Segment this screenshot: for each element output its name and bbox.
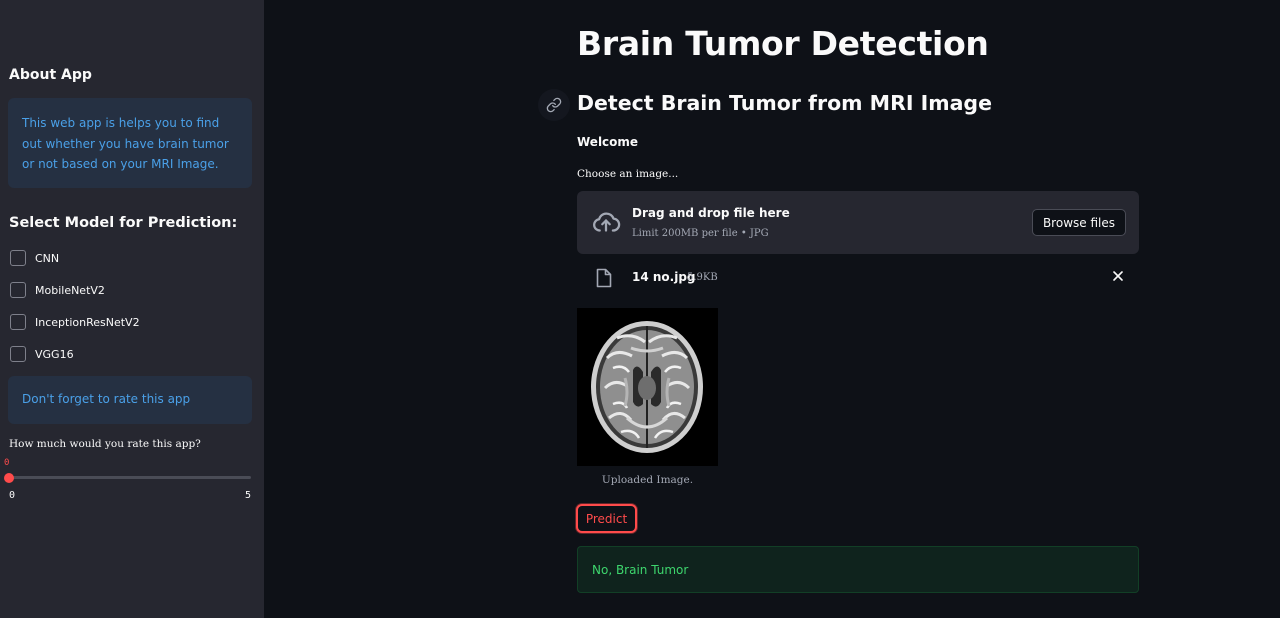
browse-files-button[interactable]: Browse files	[1031, 209, 1126, 236]
checkbox-mobilenetv2[interactable]: MobileNetV2	[10, 282, 105, 298]
uploaded-file-row: 14 no.jpg 5.9KB	[577, 264, 1139, 292]
dropzone-limit: Limit 200MB per file • JPG	[632, 228, 769, 239]
checkbox-inceptionresnetv2[interactable]: InceptionResNetV2	[10, 314, 140, 330]
rating-slider-value: 0	[4, 458, 10, 468]
rating-slider-min: 0	[9, 490, 16, 501]
page-subtitle: Detect Brain Tumor from MRI Image	[577, 91, 993, 115]
file-dropzone[interactable]: Drag and drop file here Limit 200MB per …	[577, 191, 1139, 254]
uploaded-file-name: 14 no.jpg	[632, 270, 696, 284]
checkbox-box[interactable]	[10, 250, 26, 266]
close-icon[interactable]	[1111, 269, 1125, 283]
checkbox-label: VGG16	[35, 347, 74, 361]
rating-slider-track[interactable]	[9, 476, 251, 479]
brain-mri-illustration	[577, 308, 718, 466]
welcome-text: Welcome	[577, 135, 639, 149]
file-icon	[596, 268, 612, 288]
checkbox-cnn[interactable]: CNN	[10, 250, 59, 266]
cloud-upload-icon	[593, 212, 621, 232]
uploader-label: Choose an image...	[577, 168, 679, 180]
about-info-box: This web app is helps you to find out wh…	[8, 98, 252, 188]
checkbox-box[interactable]	[10, 282, 26, 298]
checkbox-box[interactable]	[10, 346, 26, 362]
page-title: Brain Tumor Detection	[577, 24, 989, 63]
about-heading: About App	[9, 67, 92, 83]
checkbox-label: MobileNetV2	[35, 283, 105, 297]
predict-button[interactable]: Predict	[576, 504, 637, 533]
model-heading: Select Model for Prediction:	[9, 215, 238, 231]
uploaded-file-size: 5.9KB	[687, 272, 718, 283]
checkbox-label: InceptionResNetV2	[35, 315, 140, 329]
image-caption: Uploaded Image.	[601, 474, 694, 486]
sidebar: About App This web app is helps you to f…	[0, 0, 264, 618]
anchor-link-button[interactable]	[538, 89, 570, 121]
uploaded-mri-image	[577, 308, 718, 466]
link-icon	[546, 97, 562, 113]
checkbox-box[interactable]	[10, 314, 26, 330]
checkbox-label: CNN	[35, 251, 60, 265]
rating-slider-thumb[interactable]	[4, 473, 14, 483]
prediction-result: No, Brain Tumor	[577, 546, 1139, 593]
rate-info-box: Don't forget to rate this app	[8, 376, 252, 424]
dropzone-title: Drag and drop file here	[632, 206, 790, 220]
rating-slider-max: 5	[245, 490, 252, 501]
rating-slider-label: How much would you rate this app?	[9, 438, 201, 450]
checkbox-vgg16[interactable]: VGG16	[10, 346, 74, 362]
